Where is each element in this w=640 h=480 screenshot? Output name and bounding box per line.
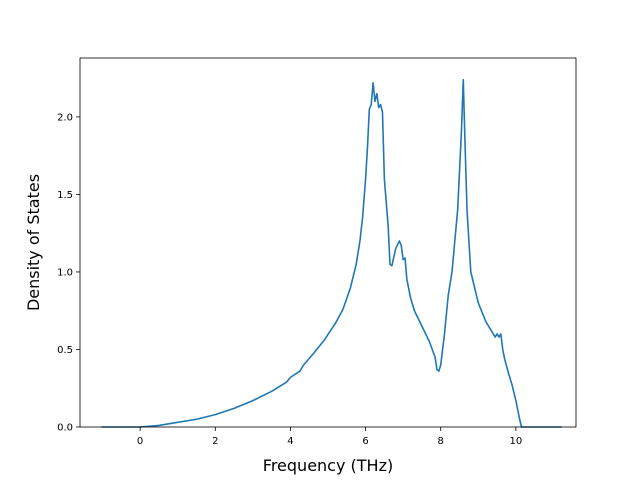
y-axis-label: Density of States [24,174,43,311]
series-line [101,78,562,428]
axes-frame [79,57,577,428]
x-tick-label: 2 [212,436,218,447]
x-axis-ticks: 0 2 4 6 8 10 [137,427,522,447]
y-axis-ticks: 0.0 0.5 1.0 1.5 2.0 [57,112,80,434]
x-tick-label: 8 [438,436,444,447]
y-tick-label: 1.0 [57,267,73,278]
x-axis-label: Frequency (THz) [263,456,393,475]
x-tick-label: 10 [510,436,523,447]
y-tick-label: 2.0 [57,112,73,123]
y-tick-label: 0.0 [57,423,73,434]
x-tick-label: 6 [362,436,368,447]
y-tick-label: 0.5 [57,345,73,356]
y-tick-label: 1.5 [57,190,73,201]
x-tick-label: 4 [287,436,293,447]
plot-area [101,78,562,428]
x-tick-label: 0 [137,436,143,447]
